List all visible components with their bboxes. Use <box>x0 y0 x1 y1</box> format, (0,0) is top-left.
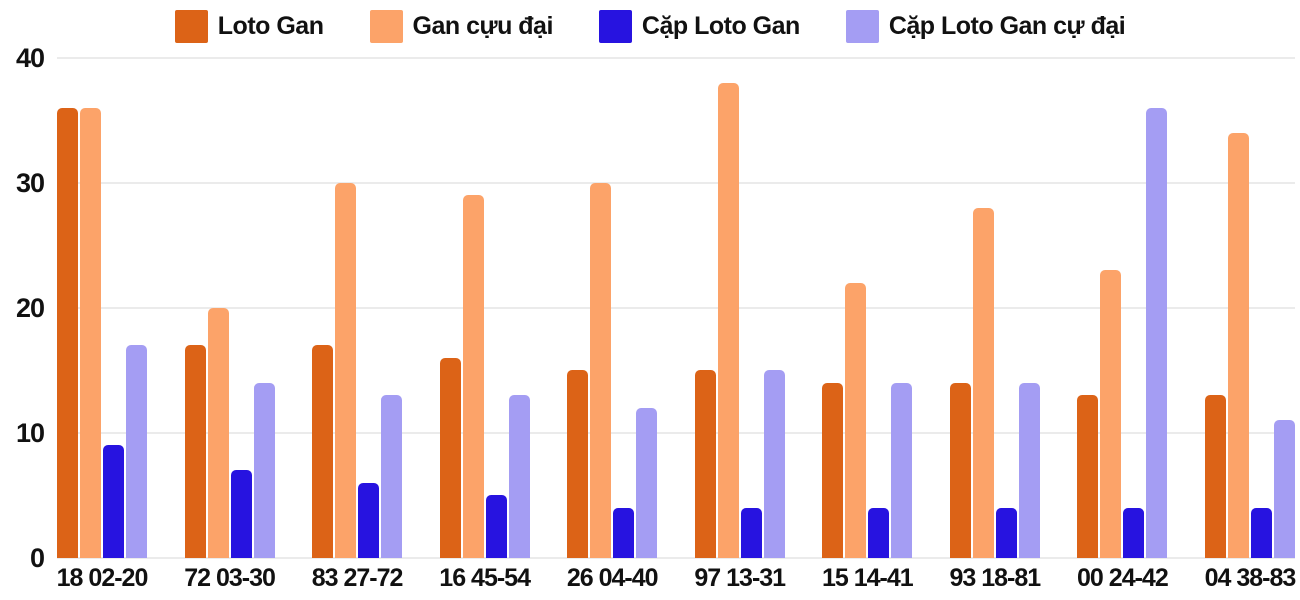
legend-swatch <box>369 9 403 43</box>
bar <box>567 370 589 558</box>
bar <box>949 383 971 558</box>
bar <box>335 183 357 558</box>
bar <box>1146 108 1168 558</box>
legend-label: Cặp Loto Gan <box>641 11 800 40</box>
bar <box>822 383 844 558</box>
bar-group-16-45-54 <box>439 58 530 558</box>
legend-swatch <box>598 9 632 43</box>
x-tick-label: 93 18-81 <box>949 564 1041 592</box>
bar <box>1273 420 1295 558</box>
bar <box>253 383 275 558</box>
chart-legend: Loto Gan Gan cựu đại Cặp Loto Gan Cặp Loto … <box>0 6 1300 46</box>
x-tick-label: 15 14-41 <box>821 564 914 592</box>
bar-group-97-13-31 <box>694 58 785 558</box>
y-tick-label: 0 <box>29 543 45 573</box>
legend-swatch <box>174 9 208 43</box>
bar <box>80 108 101 558</box>
bar <box>230 470 252 558</box>
bar <box>636 408 658 558</box>
x-tick-label: 16 45-54 <box>439 564 531 592</box>
y-tick-label: 30 <box>15 168 45 198</box>
bar <box>694 370 716 558</box>
bar <box>590 183 612 558</box>
y-axis: 0 10 20 30 40 <box>0 0 46 600</box>
gridline <box>57 182 1295 184</box>
bar <box>740 508 762 558</box>
bar <box>1204 395 1226 558</box>
gridline <box>57 57 1295 59</box>
x-axis: 18 02-20 72 03-30 83 27-72 16 45-54 26 04-40… <box>56 563 1297 597</box>
x-tick-label: 83 27-72 <box>311 564 404 592</box>
bar <box>103 445 124 558</box>
bar-series-container <box>57 58 1295 558</box>
bar <box>1250 508 1272 558</box>
bar <box>485 495 507 558</box>
bar-group-72-03-30 <box>184 58 275 558</box>
bar-group-18-02-20 <box>57 58 147 558</box>
bar <box>845 283 867 558</box>
bar <box>312 345 334 558</box>
bar <box>508 395 530 558</box>
x-tick-label: 18 02-20 <box>56 564 149 592</box>
bar <box>972 208 994 558</box>
bar <box>439 358 461 558</box>
x-tick-label: 26 04-40 <box>566 564 659 592</box>
bar <box>868 508 890 558</box>
bar <box>891 383 913 558</box>
legend-label: Cặp Loto Gan cự đại <box>888 11 1126 40</box>
bar <box>1123 508 1145 558</box>
bar <box>995 508 1017 558</box>
bar <box>358 483 380 558</box>
bar <box>184 345 206 558</box>
bar <box>1100 270 1122 558</box>
bar <box>717 83 739 558</box>
bar <box>1227 133 1249 558</box>
bar <box>57 108 78 558</box>
bar <box>126 345 147 558</box>
plot-area <box>57 57 1295 559</box>
bar-group-26-04-40 <box>567 58 658 558</box>
legend-item-1[interactable]: Loto Gan <box>174 9 324 43</box>
bar <box>1077 395 1099 558</box>
bar-group-00-24-42 <box>1077 58 1168 558</box>
legend-swatch <box>845 9 879 43</box>
bar <box>207 308 229 558</box>
x-tick-label: 97 13-31 <box>694 564 786 592</box>
x-tick-label: 00 24-42 <box>1077 564 1169 592</box>
gridline <box>57 432 1295 434</box>
legend-label: Gan cựu đại <box>412 11 554 40</box>
x-tick-label: 72 03-30 <box>184 564 276 592</box>
bar-group-93-18-81 <box>949 58 1040 558</box>
bar-group-15-14-41 <box>822 58 913 558</box>
bar <box>381 395 403 558</box>
bar <box>462 195 484 558</box>
y-tick-label: 10 <box>15 418 45 448</box>
bar <box>613 508 635 558</box>
bar <box>763 370 785 558</box>
gridline <box>57 307 1295 309</box>
gridline <box>57 557 1295 559</box>
legend-item-2[interactable]: Gan cựu đại <box>369 9 554 43</box>
legend-label: Loto Gan <box>217 11 324 40</box>
bar-group-04-38-83 <box>1204 58 1295 558</box>
legend-item-4[interactable]: Cặp Loto Gan cự đại <box>845 9 1126 43</box>
y-tick-label: 40 <box>15 43 45 73</box>
bar <box>1018 383 1040 558</box>
x-tick-label: 04 38-83 <box>1204 564 1297 592</box>
legend-item-3[interactable]: Cặp Loto Gan <box>598 9 800 43</box>
bar-group-83-27-72 <box>312 58 403 558</box>
y-tick-label: 20 <box>15 293 45 323</box>
